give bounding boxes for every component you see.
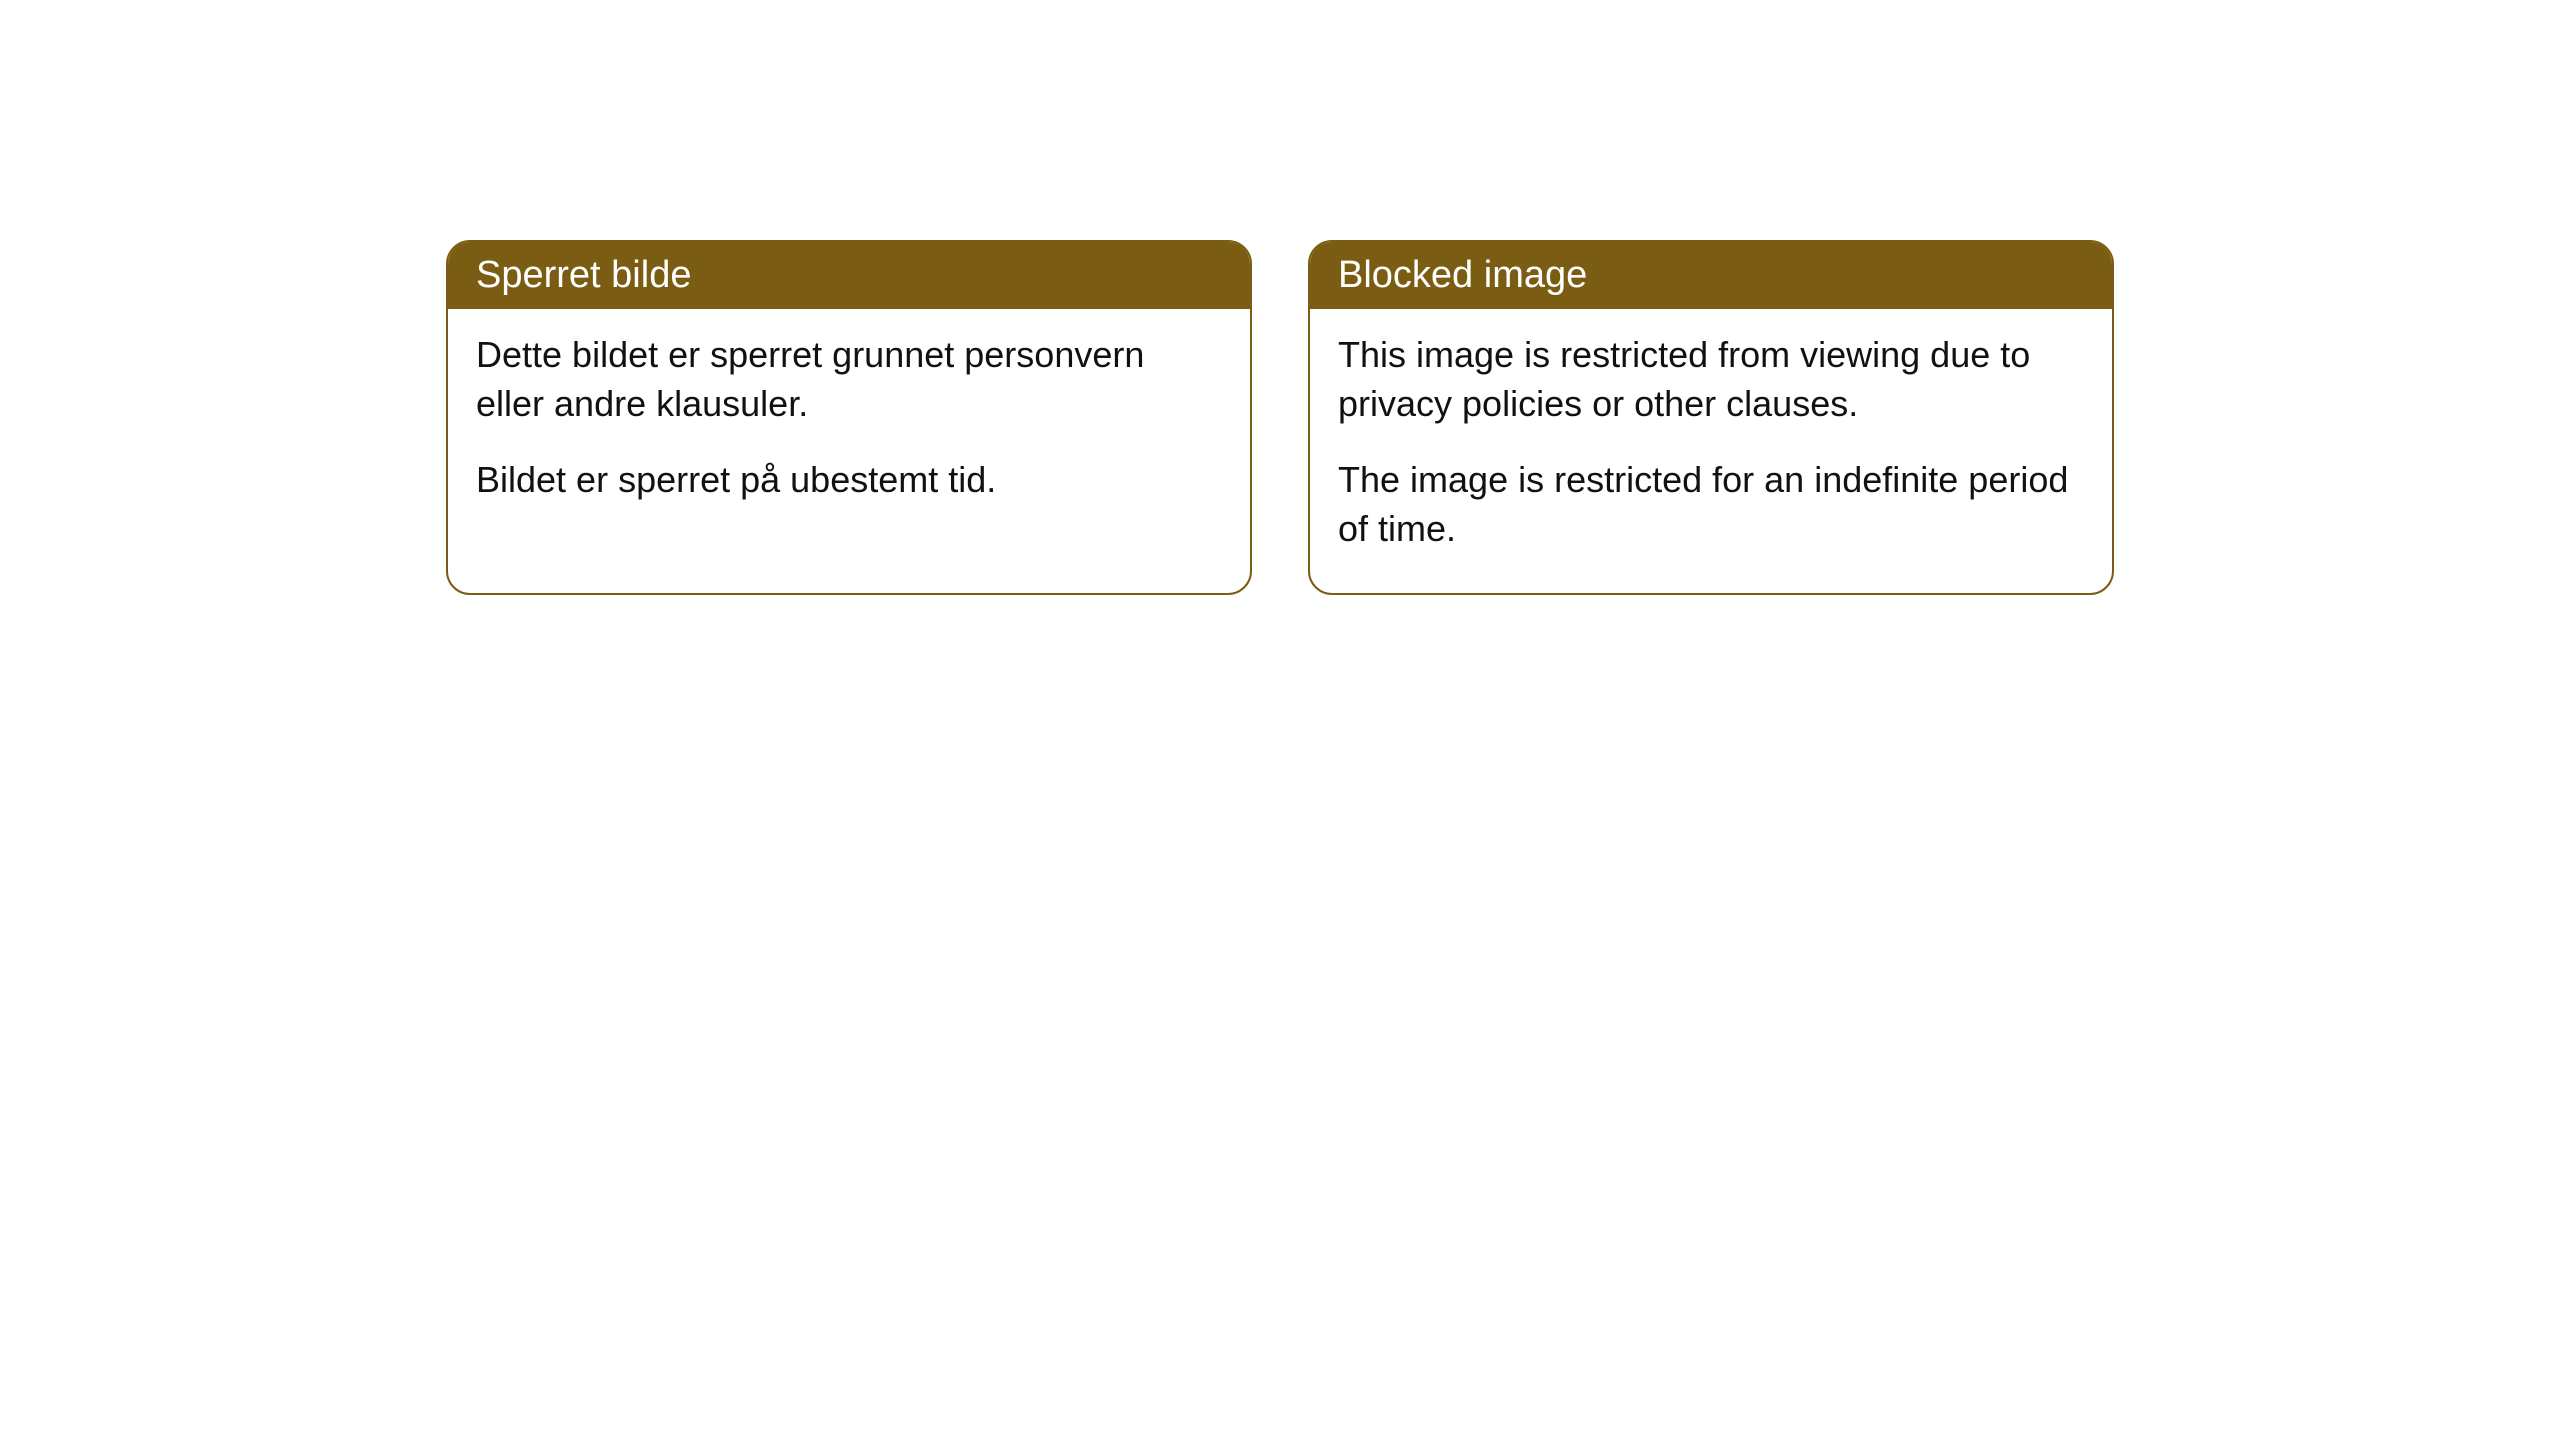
blocked-image-card-english: Blocked image This image is restricted f… (1308, 240, 2114, 595)
card-header-norwegian: Sperret bilde (448, 242, 1250, 309)
card-paragraph-2-english: The image is restricted for an indefinit… (1338, 456, 2084, 553)
card-body-english: This image is restricted from viewing du… (1310, 309, 2112, 593)
card-paragraph-2-norwegian: Bildet er sperret på ubestemt tid. (476, 456, 1222, 505)
blocked-image-card-norwegian: Sperret bilde Dette bildet er sperret gr… (446, 240, 1252, 595)
card-title-norwegian: Sperret bilde (476, 254, 691, 296)
notice-cards-container: Sperret bilde Dette bildet er sperret gr… (0, 240, 2560, 595)
card-paragraph-1-norwegian: Dette bildet er sperret grunnet personve… (476, 331, 1222, 428)
card-paragraph-1-english: This image is restricted from viewing du… (1338, 331, 2084, 428)
card-header-english: Blocked image (1310, 242, 2112, 309)
card-title-english: Blocked image (1338, 254, 1587, 296)
card-body-norwegian: Dette bildet er sperret grunnet personve… (448, 309, 1250, 545)
